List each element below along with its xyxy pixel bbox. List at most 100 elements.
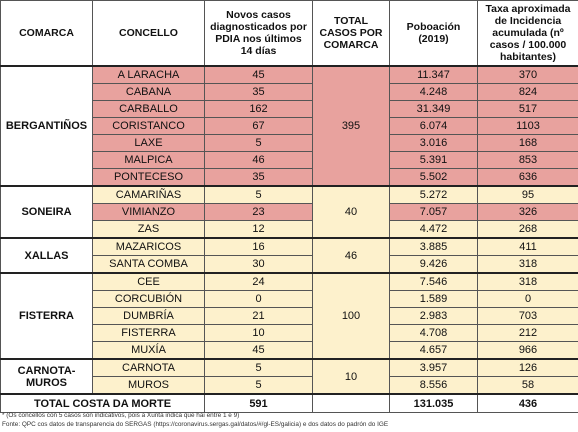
header-taxa: Taxa aproximada de Incidencia acumulada … <box>477 0 578 67</box>
header-comarca: COMARCA <box>0 0 93 67</box>
casos-cell: 12 <box>204 220 313 239</box>
poboacion-cell: 31.349 <box>389 100 478 118</box>
poboacion-cell: 8.556 <box>389 376 478 395</box>
taxa-cell: 168 <box>477 134 578 152</box>
concello-cell: SANTA COMBA <box>92 255 205 274</box>
table-row: LAXE 5 3.016 168 <box>1 134 578 152</box>
taxa-cell: 517 <box>477 100 578 118</box>
comarca-cell: BERGANTIÑOS <box>0 65 93 187</box>
header-row: COMARCA CONCELLO Novos casos diagnostica… <box>0 0 578 67</box>
poboacion-cell: 2.983 <box>389 307 478 325</box>
table-row: CARNOTA-MUROS CARNOTA 5 10 3.957 126 <box>0 358 578 395</box>
poboacion-cell: 5.272 <box>389 185 478 204</box>
casos-cell: 46 <box>204 151 313 169</box>
concello-cell: CAMARIÑAS <box>92 185 205 204</box>
concello-cell: MUXÍA <box>92 341 205 360</box>
taxa-cell: 370 <box>477 65 578 84</box>
footnotes: * (Os concellos con 5 casos son indicati… <box>2 411 388 429</box>
table-row: MALPICA 46 5.391 853 <box>1 151 578 169</box>
poboacion-cell: 1.589 <box>389 290 478 308</box>
footnote-source: Fonte: QPC cos datos de transparencia do… <box>2 421 389 428</box>
table-row: CORISTANCO 67 6.074 1103 <box>1 117 578 135</box>
concello-cell: FISTERRA <box>92 324 205 342</box>
comarca-cell: SONEIRA <box>0 185 93 239</box>
comarca-total-cell: 10 <box>312 358 390 395</box>
table-row: VIMIANZO 23 7.057 326 <box>1 203 578 221</box>
table-row: DUMBRÍA 21 2.983 703 <box>1 307 578 325</box>
table-row: FISTERRA CEE 24 100 7.546 318 <box>0 272 578 360</box>
concello-cell: A LARACHA <box>92 65 205 84</box>
table-row: BERGANTIÑOS A LARACHA 45 395 11.347 370 <box>0 65 578 187</box>
concello-cell: DUMBRÍA <box>92 307 205 325</box>
concello-cell: CORCUBIÓN <box>92 290 205 308</box>
table-body: BERGANTIÑOS A LARACHA 45 395 11.347 370 CABANA… <box>0 65 578 413</box>
casos-cell: 67 <box>204 117 313 135</box>
poboacion-cell: 4.708 <box>389 324 478 342</box>
casos-cell: 23 <box>204 203 313 221</box>
poboacion-cell: 3.957 <box>389 358 478 377</box>
incidence-table: COMARCA CONCELLO Novos casos diagnostica… <box>0 0 578 413</box>
taxa-cell: 126 <box>477 358 578 377</box>
header-concello: CONCELLO <box>92 0 205 67</box>
header-novos-casos: Novos casos diagnosticados por PDIA nos … <box>204 0 313 67</box>
casos-cell: 45 <box>204 65 313 84</box>
casos-cell: 5 <box>204 185 313 204</box>
casos-cell: 5 <box>204 358 313 377</box>
poboacion-cell: 11.347 <box>389 65 478 84</box>
taxa-cell: 318 <box>477 255 578 274</box>
concello-cell: CARNOTA <box>92 358 205 377</box>
taxa-cell: 318 <box>477 272 578 291</box>
concello-cell: VIMIANZO <box>92 203 205 221</box>
totals-label: TOTAL COSTA DA MORTE <box>0 393 205 413</box>
concello-cell: LAXE <box>92 134 205 152</box>
table-row: ZAS 12 4.472 268 <box>1 220 578 239</box>
concello-cell: MAZARICOS <box>92 237 205 256</box>
concello-cell: PONTECESO <box>92 168 205 187</box>
taxa-cell: 212 <box>477 324 578 342</box>
concello-cell: CEE <box>92 272 205 291</box>
table-row: MUXÍA 45 4.657 966 <box>1 341 578 360</box>
taxa-cell: 636 <box>477 168 578 187</box>
taxa-cell: 95 <box>477 185 578 204</box>
taxa-cell: 824 <box>477 83 578 101</box>
taxa-cell: 411 <box>477 237 578 256</box>
totals-poboacion: 131.035 <box>389 393 478 413</box>
table-row: XALLAS MAZARICOS 16 46 3.885 411 <box>0 237 578 274</box>
taxa-cell: 1103 <box>477 117 578 135</box>
concello-cell: CABANA <box>92 83 205 101</box>
table-row: SONEIRA CAMARIÑAS 5 40 5.272 95 <box>0 185 578 239</box>
casos-cell: 24 <box>204 272 313 291</box>
casos-cell: 5 <box>204 134 313 152</box>
casos-cell: 10 <box>204 324 313 342</box>
taxa-cell: 0 <box>477 290 578 308</box>
footnote-indicative: * (Os concellos con 5 casos son indicati… <box>2 412 240 419</box>
totals-taxa: 436 <box>477 393 578 413</box>
comarca-total-cell: 100 <box>312 272 390 360</box>
taxa-cell: 703 <box>477 307 578 325</box>
totals-empty-cell <box>312 393 390 413</box>
concello-cell: CARBALLO <box>92 100 205 118</box>
poboacion-cell: 9.426 <box>389 255 478 274</box>
taxa-cell: 58 <box>477 376 578 395</box>
comarca-total-cell: 40 <box>312 185 390 239</box>
header-poboacion: Poboación (2019) <box>389 0 478 67</box>
totals-casos: 591 <box>204 393 313 413</box>
casos-cell: 30 <box>204 255 313 274</box>
poboacion-cell: 4.472 <box>389 220 478 239</box>
comarca-total-cell: 395 <box>312 65 390 187</box>
taxa-cell: 326 <box>477 203 578 221</box>
taxa-cell: 966 <box>477 341 578 360</box>
poboacion-cell: 5.391 <box>389 151 478 169</box>
casos-cell: 16 <box>204 237 313 256</box>
taxa-cell: 268 <box>477 220 578 239</box>
poboacion-cell: 5.502 <box>389 168 478 187</box>
table-row: CABANA 35 4.248 824 <box>1 83 578 101</box>
casos-cell: 5 <box>204 376 313 395</box>
poboacion-cell: 3.885 <box>389 237 478 256</box>
poboacion-cell: 4.657 <box>389 341 478 360</box>
table-row: SANTA COMBA 30 9.426 318 <box>1 255 578 274</box>
poboacion-cell: 6.074 <box>389 117 478 135</box>
casos-cell: 162 <box>204 100 313 118</box>
poboacion-cell: 4.248 <box>389 83 478 101</box>
